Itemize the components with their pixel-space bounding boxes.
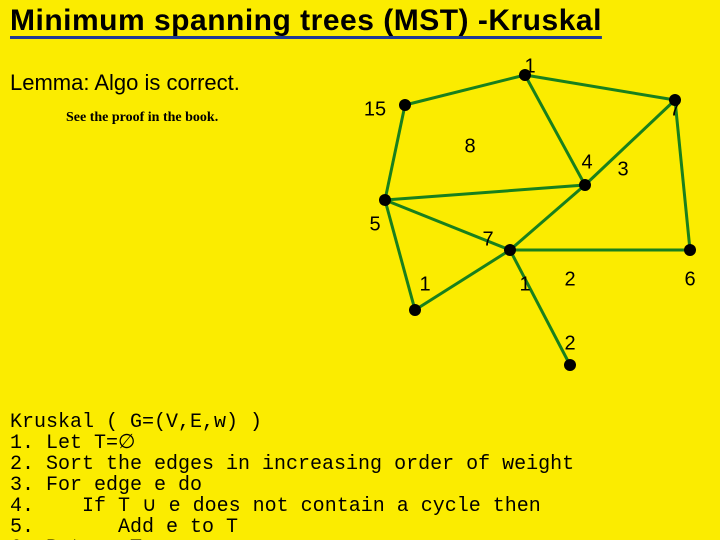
edge-weight-label: 3 xyxy=(617,159,628,182)
graph-edge xyxy=(385,105,405,200)
edge-weight-label: 1 xyxy=(419,274,430,297)
slide-title: Minimum spanning trees (MST) -Kruskal xyxy=(10,4,602,38)
graph-node xyxy=(409,304,421,316)
graph-edge xyxy=(405,75,525,105)
edge-weight-label: 15 xyxy=(364,99,386,122)
algorithm-pseudocode: Kruskal ( G=(V,E,w) ) 1. Let T=∅ 2. Sort… xyxy=(10,412,574,540)
graph-edge xyxy=(385,200,415,310)
graph-node xyxy=(399,99,411,111)
edge-weight-label: 7 xyxy=(669,99,680,122)
edge-weight-label: 1 xyxy=(519,274,530,297)
edge-weight-label: 1 xyxy=(524,56,535,79)
graph-svg xyxy=(355,55,700,385)
graph-edge xyxy=(525,75,585,185)
edge-weight-label: 2 xyxy=(564,269,575,292)
edge-weight-label: 2 xyxy=(564,333,575,356)
graph-edge xyxy=(510,185,585,250)
graph-edge xyxy=(385,185,585,200)
handwritten-note: See the proof in the book. xyxy=(66,110,218,126)
graph-node xyxy=(579,179,591,191)
graph-node xyxy=(379,194,391,206)
graph-edge xyxy=(525,75,675,100)
edge-weight-label: 6 xyxy=(684,269,695,292)
edge-weight-label: 8 xyxy=(464,136,475,159)
graph-edge xyxy=(585,100,675,185)
graph-node xyxy=(564,359,576,371)
edge-weight-label: 5 xyxy=(369,214,380,237)
mst-graph: 1 15 7 4 3 6 7 5 8 1 2 2 1 xyxy=(355,55,700,385)
lemma-text: Lemma: Algo is correct. xyxy=(10,70,240,96)
graph-edge xyxy=(675,100,690,250)
graph-node xyxy=(504,244,516,256)
edge-weight-label: 7 xyxy=(482,229,493,252)
edge-weight-label: 4 xyxy=(581,152,592,175)
graph-node xyxy=(684,244,696,256)
graph-edge xyxy=(510,250,570,365)
